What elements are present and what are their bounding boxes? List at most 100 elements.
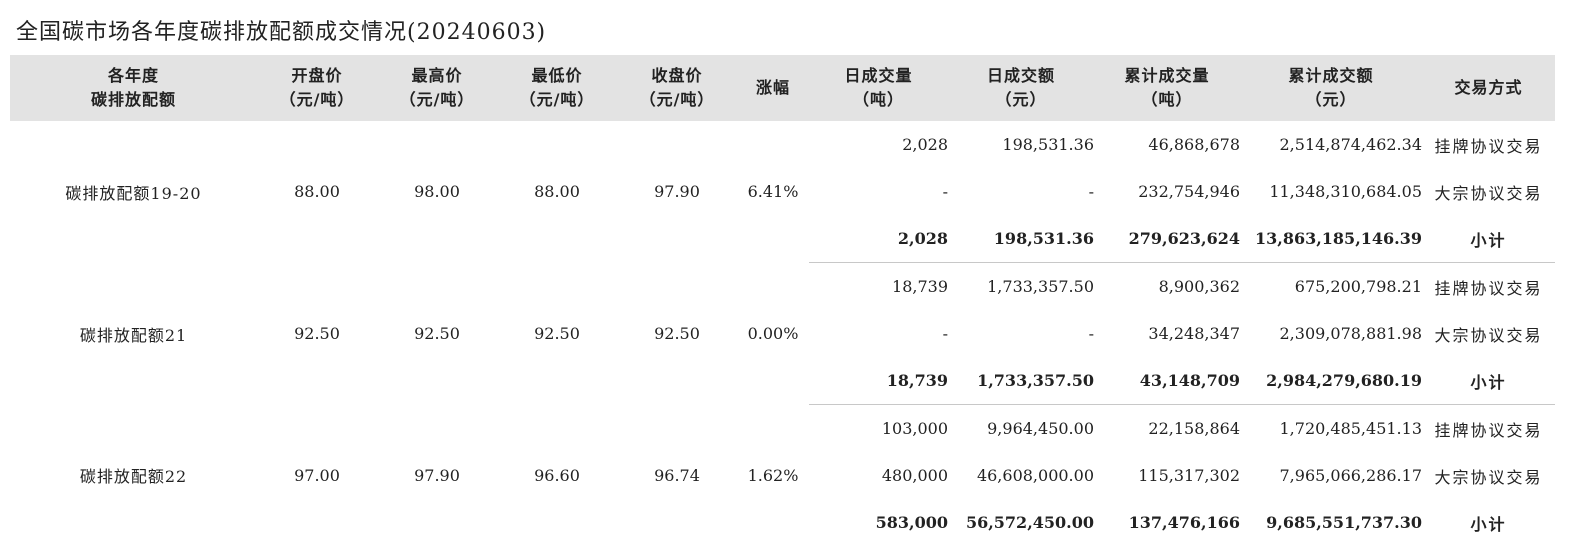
price-change: 6.41% — [747, 182, 799, 202]
header-method: 交易方式 — [1422, 55, 1555, 121]
header-line: 日成交额 — [986, 66, 1055, 85]
close-price: 96.74 — [654, 465, 700, 485]
table-row: 碳排放配额21 92.50 92.50 92.50 92.50 0.00% 18… — [10, 263, 1555, 345]
header-daily-amount: 日成交额 （元） — [948, 55, 1094, 121]
daily-amount: 198,531.36 — [1002, 135, 1094, 154]
group-allowance-19-20: 碳排放配额19-20 88.00 98.00 88.00 97.90 6.41%… — [10, 121, 1555, 263]
cum-volume: 22,158,864 — [1148, 419, 1240, 438]
cum-volume: 43,148,709 — [1094, 357, 1240, 405]
header-row: 各年度碳排放配额 开盘价 （元/吨） 最高价 （元/吨） 最低价 （元/吨） 收盘价 （… — [10, 55, 1555, 121]
cum-volume: 46,868,678 — [1148, 135, 1240, 154]
header-line: 最高价 — [411, 66, 463, 85]
daily-volume: - — [942, 324, 948, 343]
header-open: 开盘价 （元/吨） — [257, 55, 377, 121]
cum-amount: 7,965,066,286.17 — [1279, 466, 1423, 485]
daily-volume: 2,028 — [902, 135, 948, 154]
trade-method: 大宗协议交易 — [1434, 325, 1543, 345]
trade-method: 大宗协议交易 — [1434, 183, 1543, 203]
daily-volume: 18,739 — [809, 357, 948, 405]
cum-amount: 11,348,310,684.05 — [1269, 182, 1422, 201]
header-line: 累计成交量 — [1124, 66, 1210, 85]
daily-amount: 1,733,357.50 — [948, 357, 1094, 405]
open-price: 88.00 — [294, 182, 340, 202]
page-title: 全国碳市场各年度碳排放配额成交情况(20240603) — [16, 20, 547, 45]
header-cum-volume: 累计成交量 （吨） — [1094, 55, 1240, 121]
trade-method: 大宗协议交易 — [1434, 467, 1543, 487]
subtotal-row: 2,028 198,531.36 279,623,624 13,863,185,… — [10, 215, 1555, 263]
low-price: 92.50 — [534, 324, 580, 343]
header-line: 最低价 — [531, 66, 583, 85]
cum-volume: 115,317,302 — [1138, 466, 1240, 485]
carbon-trading-table: 各年度碳排放配额 开盘价 （元/吨） 最高价 （元/吨） 最低价 （元/吨） 收盘价 （… — [10, 55, 1555, 546]
allowance-name: 碳排放配额21 — [79, 325, 188, 345]
cum-volume: 137,476,166 — [1128, 513, 1240, 532]
header-cum-amount: 累计成交额 （元） — [1240, 55, 1422, 121]
open-price: 92.50 — [294, 324, 340, 343]
cum-volume: 34,248,347 — [1148, 324, 1240, 343]
group-allowance-21: 碳排放配额21 92.50 92.50 92.50 92.50 0.00% 18… — [10, 263, 1555, 405]
table-row: 碳排放配额19-20 88.00 98.00 88.00 97.90 6.41%… — [10, 121, 1555, 203]
daily-volume: 103,000 — [881, 419, 948, 438]
daily-volume: 583,000 — [875, 513, 948, 532]
table-row: - - 232,754,946 11,348,310,684.05 大宗协议交易 — [10, 168, 1555, 215]
daily-amount: 1,733,357.50 — [987, 277, 1094, 296]
header-line: 日成交量 — [844, 66, 913, 85]
trade-method: 挂牌协议交易 — [1434, 136, 1543, 156]
header-line: 交易方式 — [1454, 78, 1523, 97]
daily-volume: 480,000 — [881, 466, 948, 485]
allowance-name: 碳排放配额22 — [79, 467, 188, 487]
header-line: （元） — [995, 90, 1047, 109]
trade-method: 小计 — [1422, 215, 1555, 263]
header-line: 累计成交额 — [1288, 66, 1374, 85]
daily-volume: 2,028 — [809, 215, 948, 263]
cum-amount: 1,720,485,451.13 — [1279, 419, 1423, 438]
daily-volume: - — [942, 182, 948, 201]
price-change: 0.00% — [747, 324, 799, 343]
daily-volume: 18,739 — [892, 277, 948, 296]
daily-amount: 56,572,450.00 — [965, 513, 1094, 532]
trade-method: 小计 — [1422, 357, 1555, 405]
daily-amount: 46,608,000.00 — [976, 466, 1094, 485]
daily-amount: - — [1088, 182, 1094, 201]
cum-amount: 9,685,551,737.30 — [1266, 513, 1422, 532]
header-line: （元/吨） — [279, 90, 355, 109]
table-row: - - 34,248,347 2,309,078,881.98 大宗协议交易 — [10, 310, 1555, 357]
header-line: （吨） — [1141, 90, 1193, 109]
open-price: 97.00 — [294, 465, 340, 485]
header-line: （元/吨） — [639, 90, 715, 109]
daily-amount: 198,531.36 — [948, 215, 1094, 263]
header-line: （吨） — [852, 90, 904, 109]
cum-volume: 279,623,624 — [1094, 215, 1240, 263]
trade-method: 小计 — [1470, 514, 1507, 534]
cum-amount: 2,309,078,881.98 — [1279, 324, 1423, 343]
cum-amount: 2,984,279,680.19 — [1240, 357, 1422, 405]
header-daily-volume: 日成交量 （吨） — [809, 55, 948, 121]
group-allowance-22: 碳排放配额22 97.00 97.90 96.60 96.74 1.62% 10… — [10, 405, 1555, 547]
table-row: 碳排放配额22 97.00 97.90 96.60 96.74 1.62% 10… — [10, 405, 1555, 486]
allowance-name: 碳排放配额19-20 — [65, 183, 202, 203]
header-change: 涨幅 — [737, 55, 809, 121]
daily-amount: - — [1088, 324, 1094, 343]
close-price: 92.50 — [654, 324, 700, 343]
cum-amount: 2,514,874,462.34 — [1279, 135, 1423, 154]
price-change: 1.62% — [747, 465, 799, 485]
close-price: 97.90 — [654, 182, 700, 202]
high-price: 92.50 — [414, 324, 460, 343]
header-low: 最低价 （元/吨） — [497, 55, 617, 121]
header-allowance: 各年度 碳排放配额 — [10, 55, 257, 121]
cum-amount: 675,200,798.21 — [1294, 277, 1422, 296]
cum-volume: 8,900,362 — [1158, 277, 1240, 296]
header-line: 碳排放配额 — [90, 90, 176, 109]
trade-method: 挂牌协议交易 — [1434, 420, 1543, 440]
header-line: 收盘价 — [651, 66, 703, 85]
high-price: 98.00 — [414, 182, 460, 202]
header-line: （元/吨） — [399, 90, 475, 109]
low-price: 96.60 — [534, 465, 580, 485]
subtotal-row: 583,000 56,572,450.00 137,476,166 9,685,… — [10, 499, 1555, 546]
trade-method: 挂牌协议交易 — [1434, 278, 1543, 298]
header-line: 各年度 — [107, 66, 159, 85]
header-line: 开盘价 — [291, 66, 343, 85]
high-price: 97.90 — [414, 465, 460, 485]
header-line: （元/吨） — [519, 90, 595, 109]
cum-amount: 13,863,185,146.39 — [1240, 215, 1422, 263]
